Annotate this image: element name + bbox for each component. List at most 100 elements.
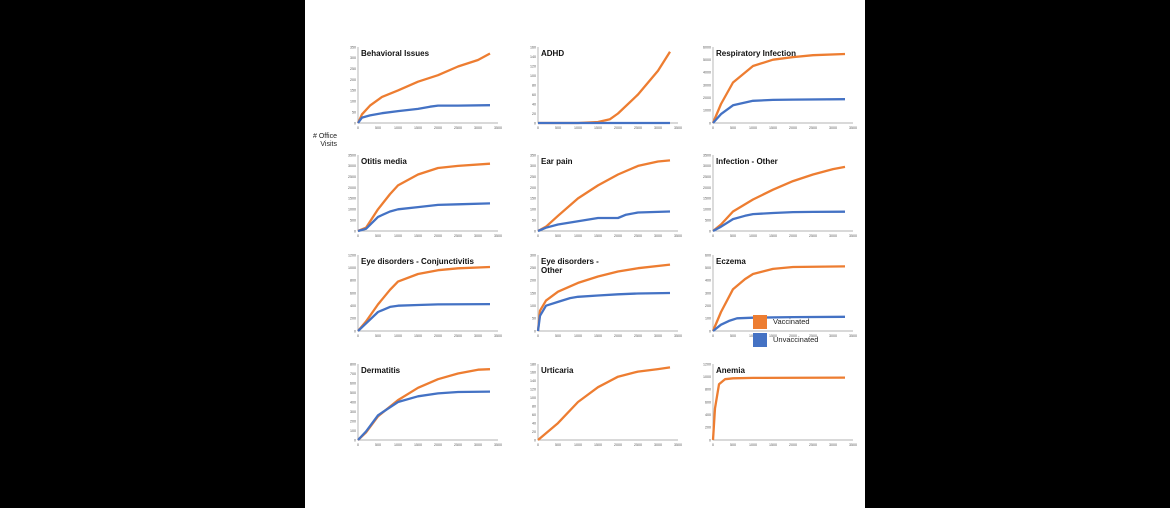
x-tick-label: 1000 — [574, 443, 582, 447]
x-tick-label: 3500 — [674, 126, 682, 130]
y-tick-label: 600 — [350, 381, 356, 385]
y-tick-label: 80 — [532, 83, 536, 87]
y-tick-label: 120 — [530, 64, 536, 68]
chart-infection-other: 0 500 1000 1500 2000 2500 3000 3500 0 500 1000 1500… — [703, 153, 857, 238]
x-tick-label: 3000 — [654, 443, 662, 447]
y-tick-label: 500 — [350, 391, 356, 395]
series-line-vaccinated — [357, 162, 491, 233]
chart-title: Ear pain — [541, 157, 573, 166]
y-tick-label: 40 — [532, 421, 536, 425]
y-tick-label: 1000 — [348, 266, 356, 270]
y-tick-label: 80 — [532, 405, 536, 409]
x-tick-label: 2000 — [434, 126, 442, 130]
series-line-unvaccinated — [357, 302, 491, 332]
y-tick-label: 0 — [534, 229, 536, 233]
y-tick-label: 40 — [532, 102, 536, 106]
chart-title: Infection - Other — [716, 157, 778, 166]
x-tick-label: 1500 — [594, 126, 602, 130]
x-tick-label: 500 — [555, 443, 561, 447]
x-tick-label: 1500 — [414, 443, 422, 447]
axis-lines — [712, 255, 853, 332]
y-tick-label: 500 — [705, 218, 711, 222]
x-tick-label: 0 — [357, 443, 359, 447]
legend-label-unvaccinated: Unvaccinated — [773, 335, 819, 344]
x-tick-label: 2000 — [614, 234, 622, 238]
y-tick-label: 180 — [530, 362, 536, 366]
chart-eye-disorders-other: 0 500 1000 1500 2000 2500 3000 3500 0 50 100 150 200… — [530, 253, 682, 338]
y-tick-label: 800 — [705, 388, 711, 392]
x-tick-label: 1500 — [594, 234, 602, 238]
x-tick-label: 0 — [537, 234, 539, 238]
x-tick-label: 500 — [730, 334, 736, 338]
y-tick-label: 2500 — [703, 175, 711, 179]
y-tick-label: 300 — [350, 410, 356, 414]
y-tick-label: 700 — [350, 372, 356, 376]
x-tick-label: 3000 — [474, 234, 482, 238]
x-tick-label: 2500 — [454, 126, 462, 130]
x-tick-label: 2500 — [809, 443, 817, 447]
y-tick-label: 200 — [530, 186, 536, 190]
y-tick-label: 1200 — [348, 253, 356, 257]
chart-eczema: 0500100015002000250030003500010020030040… — [705, 253, 857, 338]
y-tick-label: 0 — [709, 438, 711, 442]
x-tick-label: 1000 — [574, 234, 582, 238]
y-tick-label: 300 — [350, 56, 356, 60]
x-tick-label: 1500 — [769, 334, 777, 338]
x-tick-label: 500 — [375, 334, 381, 338]
chart-eye-disorders-conjunctivitis: 0 500 1000 1500 2000 2500 3000 3500 0 200 400 600 80… — [348, 253, 502, 338]
y-tick-label: 1200 — [703, 362, 711, 366]
x-tick-label: 500 — [375, 443, 381, 447]
y-tick-label: 150 — [530, 197, 536, 201]
x-tick-label: 2500 — [454, 334, 462, 338]
y-tick-label: 350 — [350, 45, 356, 49]
y-tick-label: 350 — [530, 153, 536, 157]
y-tick-label: 300 — [530, 253, 536, 257]
y-tick-label: 800 — [350, 279, 356, 283]
x-tick-label: 500 — [730, 126, 736, 130]
y-tick-label: 5000 — [703, 58, 711, 62]
chart-title: Eczema — [716, 257, 746, 266]
chart-otitis-media: 0 500 1000 1500 2000 2500 3000 3500 0 500 1000 1500… — [348, 153, 502, 238]
chart-grid: 0500100015002000250030003500500500100015… — [305, 0, 865, 508]
x-tick-label: 3500 — [674, 334, 682, 338]
series-line-unvaccinated — [357, 104, 491, 124]
y-tick-label: 60 — [532, 93, 536, 97]
y-tick-label: 20 — [532, 430, 536, 434]
x-tick-label: 3000 — [829, 126, 837, 130]
chart-title: Urticaria — [541, 366, 574, 375]
series-line-unvaccinated — [712, 98, 846, 124]
y-tick-label: 6000 — [703, 45, 711, 49]
y-tick-label: 500 — [350, 218, 356, 222]
legend: Vaccinated Unvaccinated — [753, 314, 818, 350]
x-tick-label: 2000 — [789, 443, 797, 447]
chart-anemia: 0 500 1000 1500 2000 2500 3000 3500 0 200 400 600 80… — [703, 362, 857, 447]
x-tick-label: 0 — [712, 126, 714, 130]
y-tick-label: 400 — [705, 279, 711, 283]
x-tick-label: 1000 — [394, 126, 402, 130]
chart-title: ADHD — [541, 49, 564, 58]
y-tick-label: 1000 — [703, 208, 711, 212]
y-tick-label: 0 — [354, 229, 356, 233]
legend-item-vaccinated: Vaccinated — [753, 314, 818, 329]
x-tick-label: 500 — [375, 126, 381, 130]
y-tick-label: 600 — [705, 400, 711, 404]
series-line-vaccinated — [357, 265, 491, 332]
x-tick-label: 0 — [712, 334, 714, 338]
y-tick-label: 1000 — [348, 208, 356, 212]
x-tick-label: 2000 — [614, 443, 622, 447]
x-tick-label: 1500 — [769, 126, 777, 130]
y-tick-label: 600 — [705, 253, 711, 257]
x-tick-label: 1500 — [594, 443, 602, 447]
x-tick-label: 0 — [537, 334, 539, 338]
y-tick-label: 3500 — [348, 153, 356, 157]
chart-title: Otitis media — [361, 157, 407, 166]
x-tick-label: 1000 — [574, 334, 582, 338]
x-tick-label: 500 — [730, 443, 736, 447]
x-tick-label: 1500 — [414, 334, 422, 338]
y-tick-label: 400 — [350, 304, 356, 308]
x-tick-label: 2000 — [789, 234, 797, 238]
y-tick-label: 0 — [354, 438, 356, 442]
x-tick-label: 1000 — [394, 234, 402, 238]
y-tick-label: 800 — [350, 362, 356, 366]
x-tick-label: 2000 — [434, 234, 442, 238]
